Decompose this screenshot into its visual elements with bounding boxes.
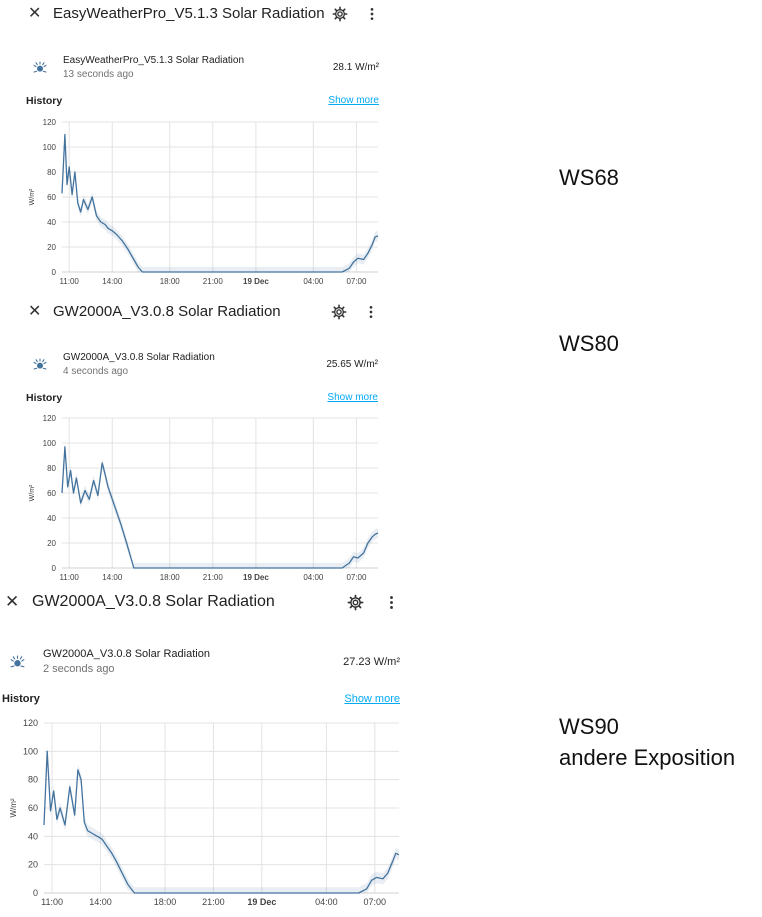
x-tick-label: 07:00 bbox=[346, 277, 367, 286]
dialog-title: GW2000A_V3.0.8 Solar Radiation bbox=[32, 593, 275, 610]
solar-radiation-icon bbox=[33, 61, 47, 73]
x-tick-label: 19 Dec bbox=[247, 897, 276, 907]
history-heading: History bbox=[2, 693, 40, 705]
gear-icon[interactable] bbox=[332, 6, 348, 22]
close-icon[interactable]: ✕ bbox=[28, 5, 42, 22]
state-value: 27.23 W/m² bbox=[343, 656, 400, 668]
y-tick-label: 80 bbox=[28, 775, 38, 785]
x-tick-label: 21:00 bbox=[202, 897, 225, 907]
y-tick-label: 0 bbox=[52, 564, 57, 573]
history-chart[interactable]: 0 20 40 60 80 100 120 11:00 14:00 18:00 21:00 19 De… bbox=[20, 409, 400, 584]
y-tick-label: 60 bbox=[47, 489, 56, 498]
annotation-ws90-model: WS90 bbox=[559, 714, 619, 739]
series-minmax-band bbox=[62, 441, 378, 568]
annotation-ws90: WS90 andere Exposition bbox=[559, 712, 735, 774]
gear-icon[interactable] bbox=[347, 594, 364, 611]
more-options-icon[interactable] bbox=[383, 594, 400, 611]
last-changed: 4 seconds ago bbox=[63, 366, 129, 377]
last-changed: 2 seconds ago bbox=[43, 663, 115, 675]
y-tick-label: 120 bbox=[43, 414, 57, 423]
dialog-ws68: ✕ EasyWeatherPro_V5.1.3 Solar Radiation … bbox=[0, 0, 400, 292]
annotation-ws80: WS80 bbox=[559, 331, 619, 356]
x-tick-label: 07:00 bbox=[346, 573, 367, 582]
annotation-ws68: WS68 bbox=[559, 165, 619, 190]
y-tick-label: 60 bbox=[47, 193, 56, 202]
x-tick-label: 07:00 bbox=[364, 897, 387, 907]
x-tick-label: 11:00 bbox=[41, 897, 63, 907]
series-line bbox=[61, 133, 379, 273]
last-changed: 13 seconds ago bbox=[63, 69, 134, 80]
y-tick-label: 120 bbox=[23, 718, 38, 728]
y-tick-label: 0 bbox=[52, 268, 57, 277]
x-tick-label: 11:00 bbox=[59, 573, 79, 582]
x-tick-label: 21:00 bbox=[203, 277, 224, 286]
x-tick-label: 04:00 bbox=[303, 277, 324, 286]
y-tick-label: 40 bbox=[28, 831, 38, 841]
entity-name: EasyWeatherPro_V5.1.3 Solar Radiation bbox=[63, 55, 245, 66]
state-value: 28.1 W/m² bbox=[332, 62, 379, 73]
show-more-link[interactable]: Show more bbox=[344, 693, 400, 705]
x-tick-label: 04:00 bbox=[303, 573, 324, 582]
x-tick-label: 18:00 bbox=[154, 897, 177, 907]
series-line bbox=[43, 750, 400, 894]
x-tick-label: 14:00 bbox=[102, 573, 123, 582]
history-chart[interactable]: 0 20 40 60 80 100 120 11:00 14:00 18:00 21:00 19 De… bbox=[20, 112, 400, 287]
y-axis-label: W/m² bbox=[29, 188, 36, 205]
dialog-title: GW2000A_V3.0.8 Solar Radiation bbox=[53, 303, 281, 320]
dialog-ws80: ✕ GW2000A_V3.0.8 Solar Radiation GW2000A… bbox=[0, 296, 400, 588]
solar-radiation-icon bbox=[10, 655, 25, 668]
x-tick-label: 04:00 bbox=[315, 897, 338, 907]
y-tick-label: 80 bbox=[47, 464, 56, 473]
show-more-link[interactable]: Show more bbox=[327, 392, 378, 403]
y-tick-label: 40 bbox=[47, 218, 56, 227]
history-heading: History bbox=[26, 95, 63, 107]
solar-radiation-icon bbox=[33, 358, 47, 370]
y-tick-label: 100 bbox=[23, 746, 38, 756]
x-tick-label: 21:00 bbox=[203, 573, 224, 582]
x-tick-label: 18:00 bbox=[160, 277, 181, 286]
x-tick-label: 18:00 bbox=[160, 573, 181, 582]
x-tick-label: 14:00 bbox=[89, 897, 112, 907]
annotation-ws90-exposure: andere Exposition bbox=[559, 744, 736, 770]
x-tick-label: 11:00 bbox=[59, 277, 79, 286]
more-options-icon[interactable] bbox=[364, 6, 380, 22]
x-tick-label: 19 Dec bbox=[243, 277, 269, 286]
x-tick-label: 14:00 bbox=[102, 277, 123, 286]
y-tick-label: 40 bbox=[47, 514, 56, 523]
series-minmax-band bbox=[62, 129, 378, 272]
close-icon[interactable]: ✕ bbox=[28, 303, 42, 320]
dialog-title: EasyWeatherPro_V5.1.3 Solar Radiation bbox=[53, 5, 325, 22]
y-tick-label: 80 bbox=[47, 168, 56, 177]
gear-icon[interactable] bbox=[331, 304, 347, 320]
series-minmax-band bbox=[44, 745, 399, 893]
y-tick-label: 20 bbox=[47, 243, 56, 252]
y-tick-label: 100 bbox=[43, 439, 57, 448]
y-axis-label: W/m² bbox=[29, 484, 36, 501]
y-tick-label: 60 bbox=[28, 803, 38, 813]
show-more-link[interactable]: Show more bbox=[328, 95, 379, 106]
state-value: 25.65 W/m² bbox=[326, 359, 378, 370]
entity-name: GW2000A_V3.0.8 Solar Radiation bbox=[63, 352, 215, 363]
close-icon[interactable]: ✕ bbox=[5, 592, 20, 611]
history-chart[interactable]: 0 20 40 60 80 100 120 11:00 14:00 18:00 21:00 19 De… bbox=[0, 714, 410, 914]
y-axis-label: W/m² bbox=[9, 798, 18, 817]
y-tick-label: 20 bbox=[47, 539, 56, 548]
y-tick-label: 120 bbox=[43, 118, 57, 127]
y-tick-label: 0 bbox=[33, 888, 38, 898]
x-tick-label: 19 Dec bbox=[243, 573, 269, 582]
history-heading: History bbox=[26, 392, 63, 404]
dialog-ws90: ✕ GW2000A_V3.0.8 Solar Radiation GW2000A… bbox=[0, 590, 412, 917]
entity-name: GW2000A_V3.0.8 Solar Radiation bbox=[43, 648, 210, 660]
y-tick-label: 20 bbox=[28, 860, 38, 870]
series-line bbox=[61, 446, 379, 569]
y-tick-label: 100 bbox=[43, 143, 57, 152]
more-options-icon[interactable] bbox=[363, 304, 379, 320]
